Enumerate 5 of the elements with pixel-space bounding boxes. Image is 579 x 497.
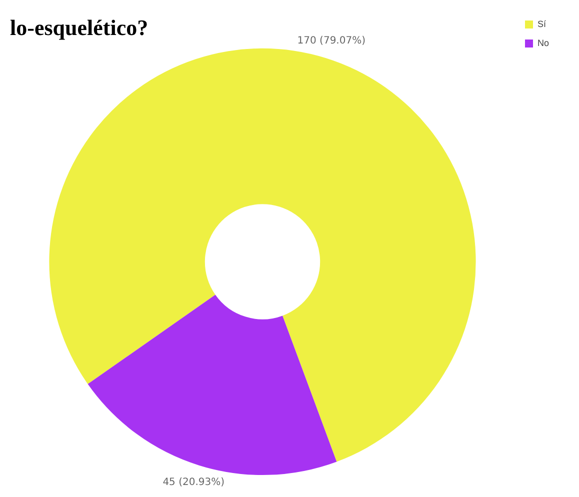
chart-title: lo-esquelético? (10, 14, 148, 40)
legend-label: Sí (537, 18, 546, 29)
data-label: 45 (20.93%) (162, 477, 225, 488)
data-label: 170 (79.07%) (297, 35, 366, 46)
legend-label: No (537, 38, 550, 48)
